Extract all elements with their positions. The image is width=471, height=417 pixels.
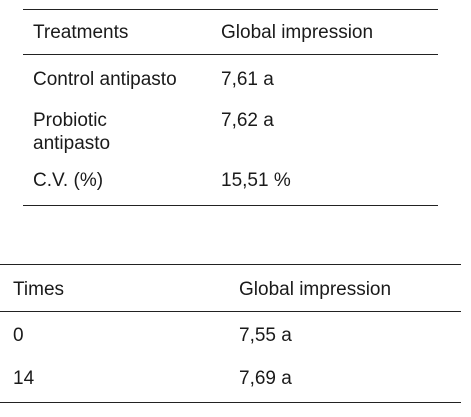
cv-value: 15,51 % bbox=[221, 169, 291, 191]
cv-label: C.V. (%) bbox=[33, 169, 104, 191]
table-row: 0 7,55 a bbox=[0, 312, 461, 358]
time-value: 0 bbox=[13, 325, 24, 346]
column-header-global-impression: Global impression bbox=[225, 264, 461, 312]
global-impression-value: 7,69 a bbox=[239, 367, 292, 389]
treatment-name: Probiotic antipasto bbox=[33, 109, 111, 154]
table-row: Control antipasto 7,61 a bbox=[23, 55, 438, 97]
treatment-name: Control antipasto bbox=[33, 69, 177, 90]
time-value: 14 bbox=[13, 367, 35, 389]
column-header-global-impression: Global impression bbox=[211, 9, 438, 55]
table-row: Probiotic antipasto 7,62 a bbox=[23, 97, 438, 160]
global-impression-value: 7,55 a bbox=[239, 325, 292, 346]
table-row: C.V. (%) 15,51 % bbox=[23, 160, 438, 206]
column-header-times: Times bbox=[0, 264, 225, 312]
table-header-row: Treatments Global impression bbox=[23, 9, 438, 55]
table-row: 14 7,69 a bbox=[0, 358, 461, 403]
times-table: Times Global impression 0 7,55 a 14 7,69… bbox=[0, 264, 461, 403]
column-header-treatments: Treatments bbox=[23, 9, 211, 55]
global-impression-value: 7,61 a bbox=[221, 69, 274, 90]
treatments-table: Treatments Global impression Control ant… bbox=[23, 9, 438, 206]
global-impression-value: 7,62 a bbox=[221, 109, 274, 131]
table-header-row: Times Global impression bbox=[0, 264, 461, 312]
